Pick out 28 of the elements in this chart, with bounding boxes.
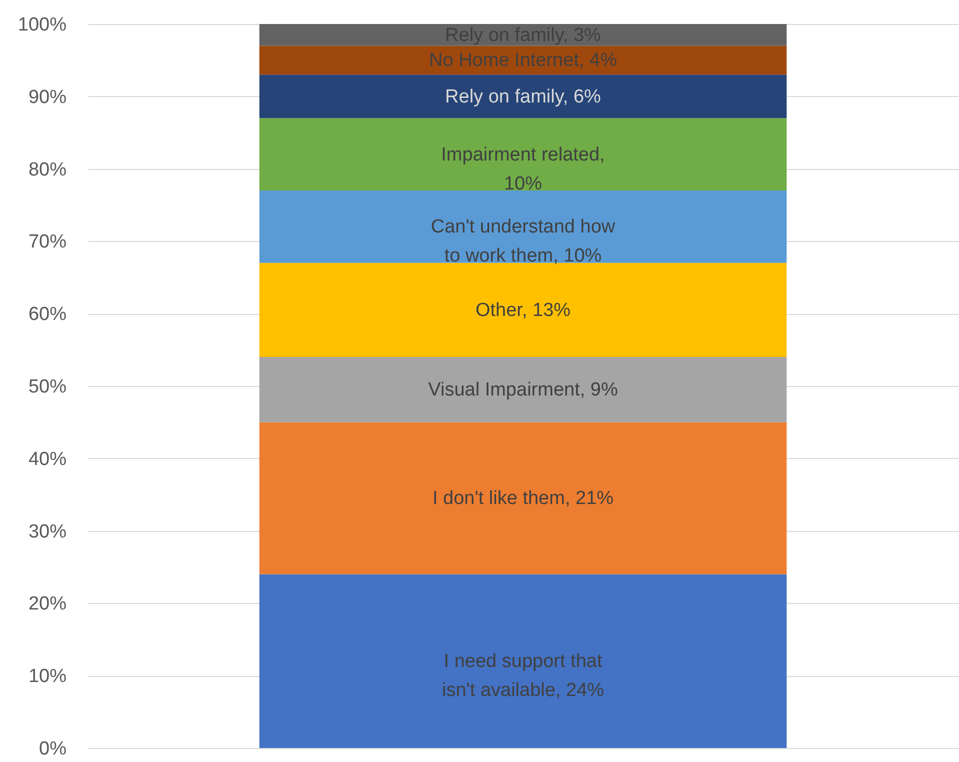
y-tick-label: 50% bbox=[28, 376, 67, 398]
data-label: Rely on family, 6% bbox=[445, 86, 602, 108]
y-tick-label: 30% bbox=[28, 521, 67, 542]
bar bbox=[259, 118, 787, 191]
data-label: Impairment related, 10% bbox=[441, 144, 605, 194]
y-tick-label: 0% bbox=[39, 738, 67, 760]
data-label: No Home Internet, 4% bbox=[429, 50, 618, 72]
bar bbox=[259, 422, 787, 574]
bar bbox=[259, 74, 787, 118]
y-tick-label: 60% bbox=[28, 304, 67, 326]
data-label: I need support that isn't available, 24% bbox=[442, 651, 604, 702]
y-tick-label: 100% bbox=[18, 14, 67, 36]
data-label: Visual Impairment, 9% bbox=[428, 380, 618, 401]
bar bbox=[259, 357, 787, 422]
y-tick-label: 40% bbox=[28, 448, 67, 470]
data-label: Can't understand how to work them, 10% bbox=[430, 216, 616, 267]
bar bbox=[259, 190, 787, 263]
y-tick-label: 20% bbox=[28, 594, 67, 615]
bar bbox=[259, 574, 787, 748]
bar bbox=[259, 24, 787, 46]
data-label: I don't like them, 21% bbox=[432, 488, 614, 510]
bar bbox=[259, 262, 787, 358]
y-tick-label: 90% bbox=[28, 86, 67, 108]
y-tick-label: 80% bbox=[28, 159, 67, 180]
y-tick-label: 70% bbox=[28, 232, 67, 253]
data-label: Other, 13% bbox=[475, 300, 571, 321]
y-tick-label: 10% bbox=[28, 666, 67, 688]
bar bbox=[259, 46, 787, 75]
